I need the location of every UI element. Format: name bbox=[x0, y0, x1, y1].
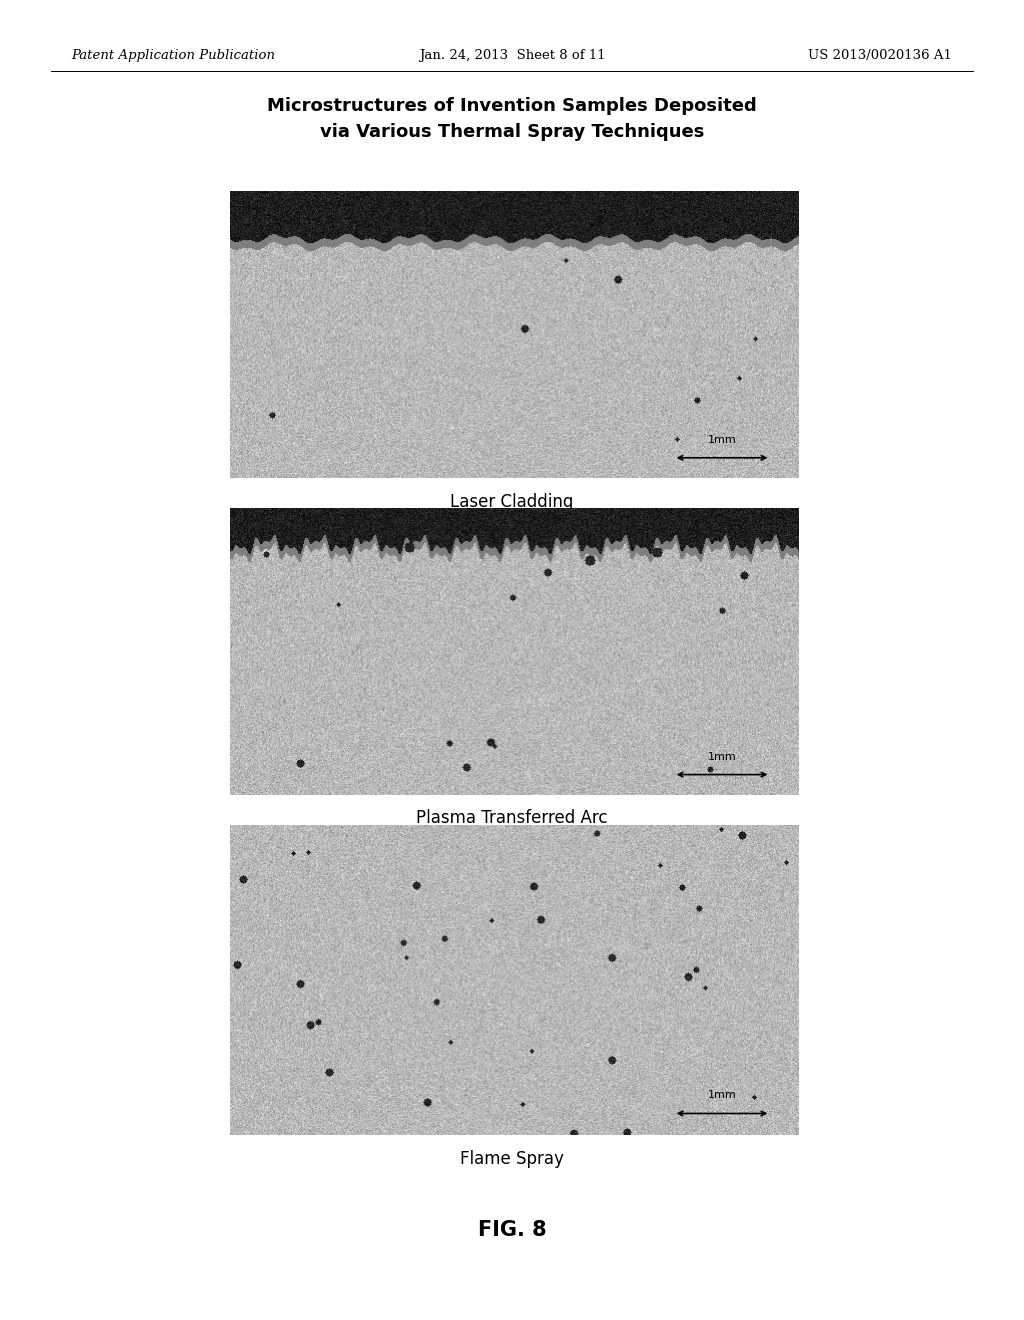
Text: FIG. 8: FIG. 8 bbox=[477, 1220, 547, 1241]
Text: Flame Spray: Flame Spray bbox=[460, 1150, 564, 1168]
Text: 1mm: 1mm bbox=[708, 1089, 736, 1100]
Text: 1mm: 1mm bbox=[708, 751, 736, 762]
Text: US 2013/0020136 A1: US 2013/0020136 A1 bbox=[808, 49, 952, 62]
Text: Jan. 24, 2013  Sheet 8 of 11: Jan. 24, 2013 Sheet 8 of 11 bbox=[419, 49, 605, 62]
Text: Patent Application Publication: Patent Application Publication bbox=[72, 49, 275, 62]
Text: 1mm: 1mm bbox=[708, 434, 736, 445]
Text: Plasma Transferred Arc: Plasma Transferred Arc bbox=[416, 809, 608, 828]
Text: Microstructures of Invention Samples Deposited: Microstructures of Invention Samples Dep… bbox=[267, 96, 757, 115]
Text: via Various Thermal Spray Techniques: via Various Thermal Spray Techniques bbox=[319, 123, 705, 141]
Text: Laser Cladding: Laser Cladding bbox=[451, 492, 573, 511]
